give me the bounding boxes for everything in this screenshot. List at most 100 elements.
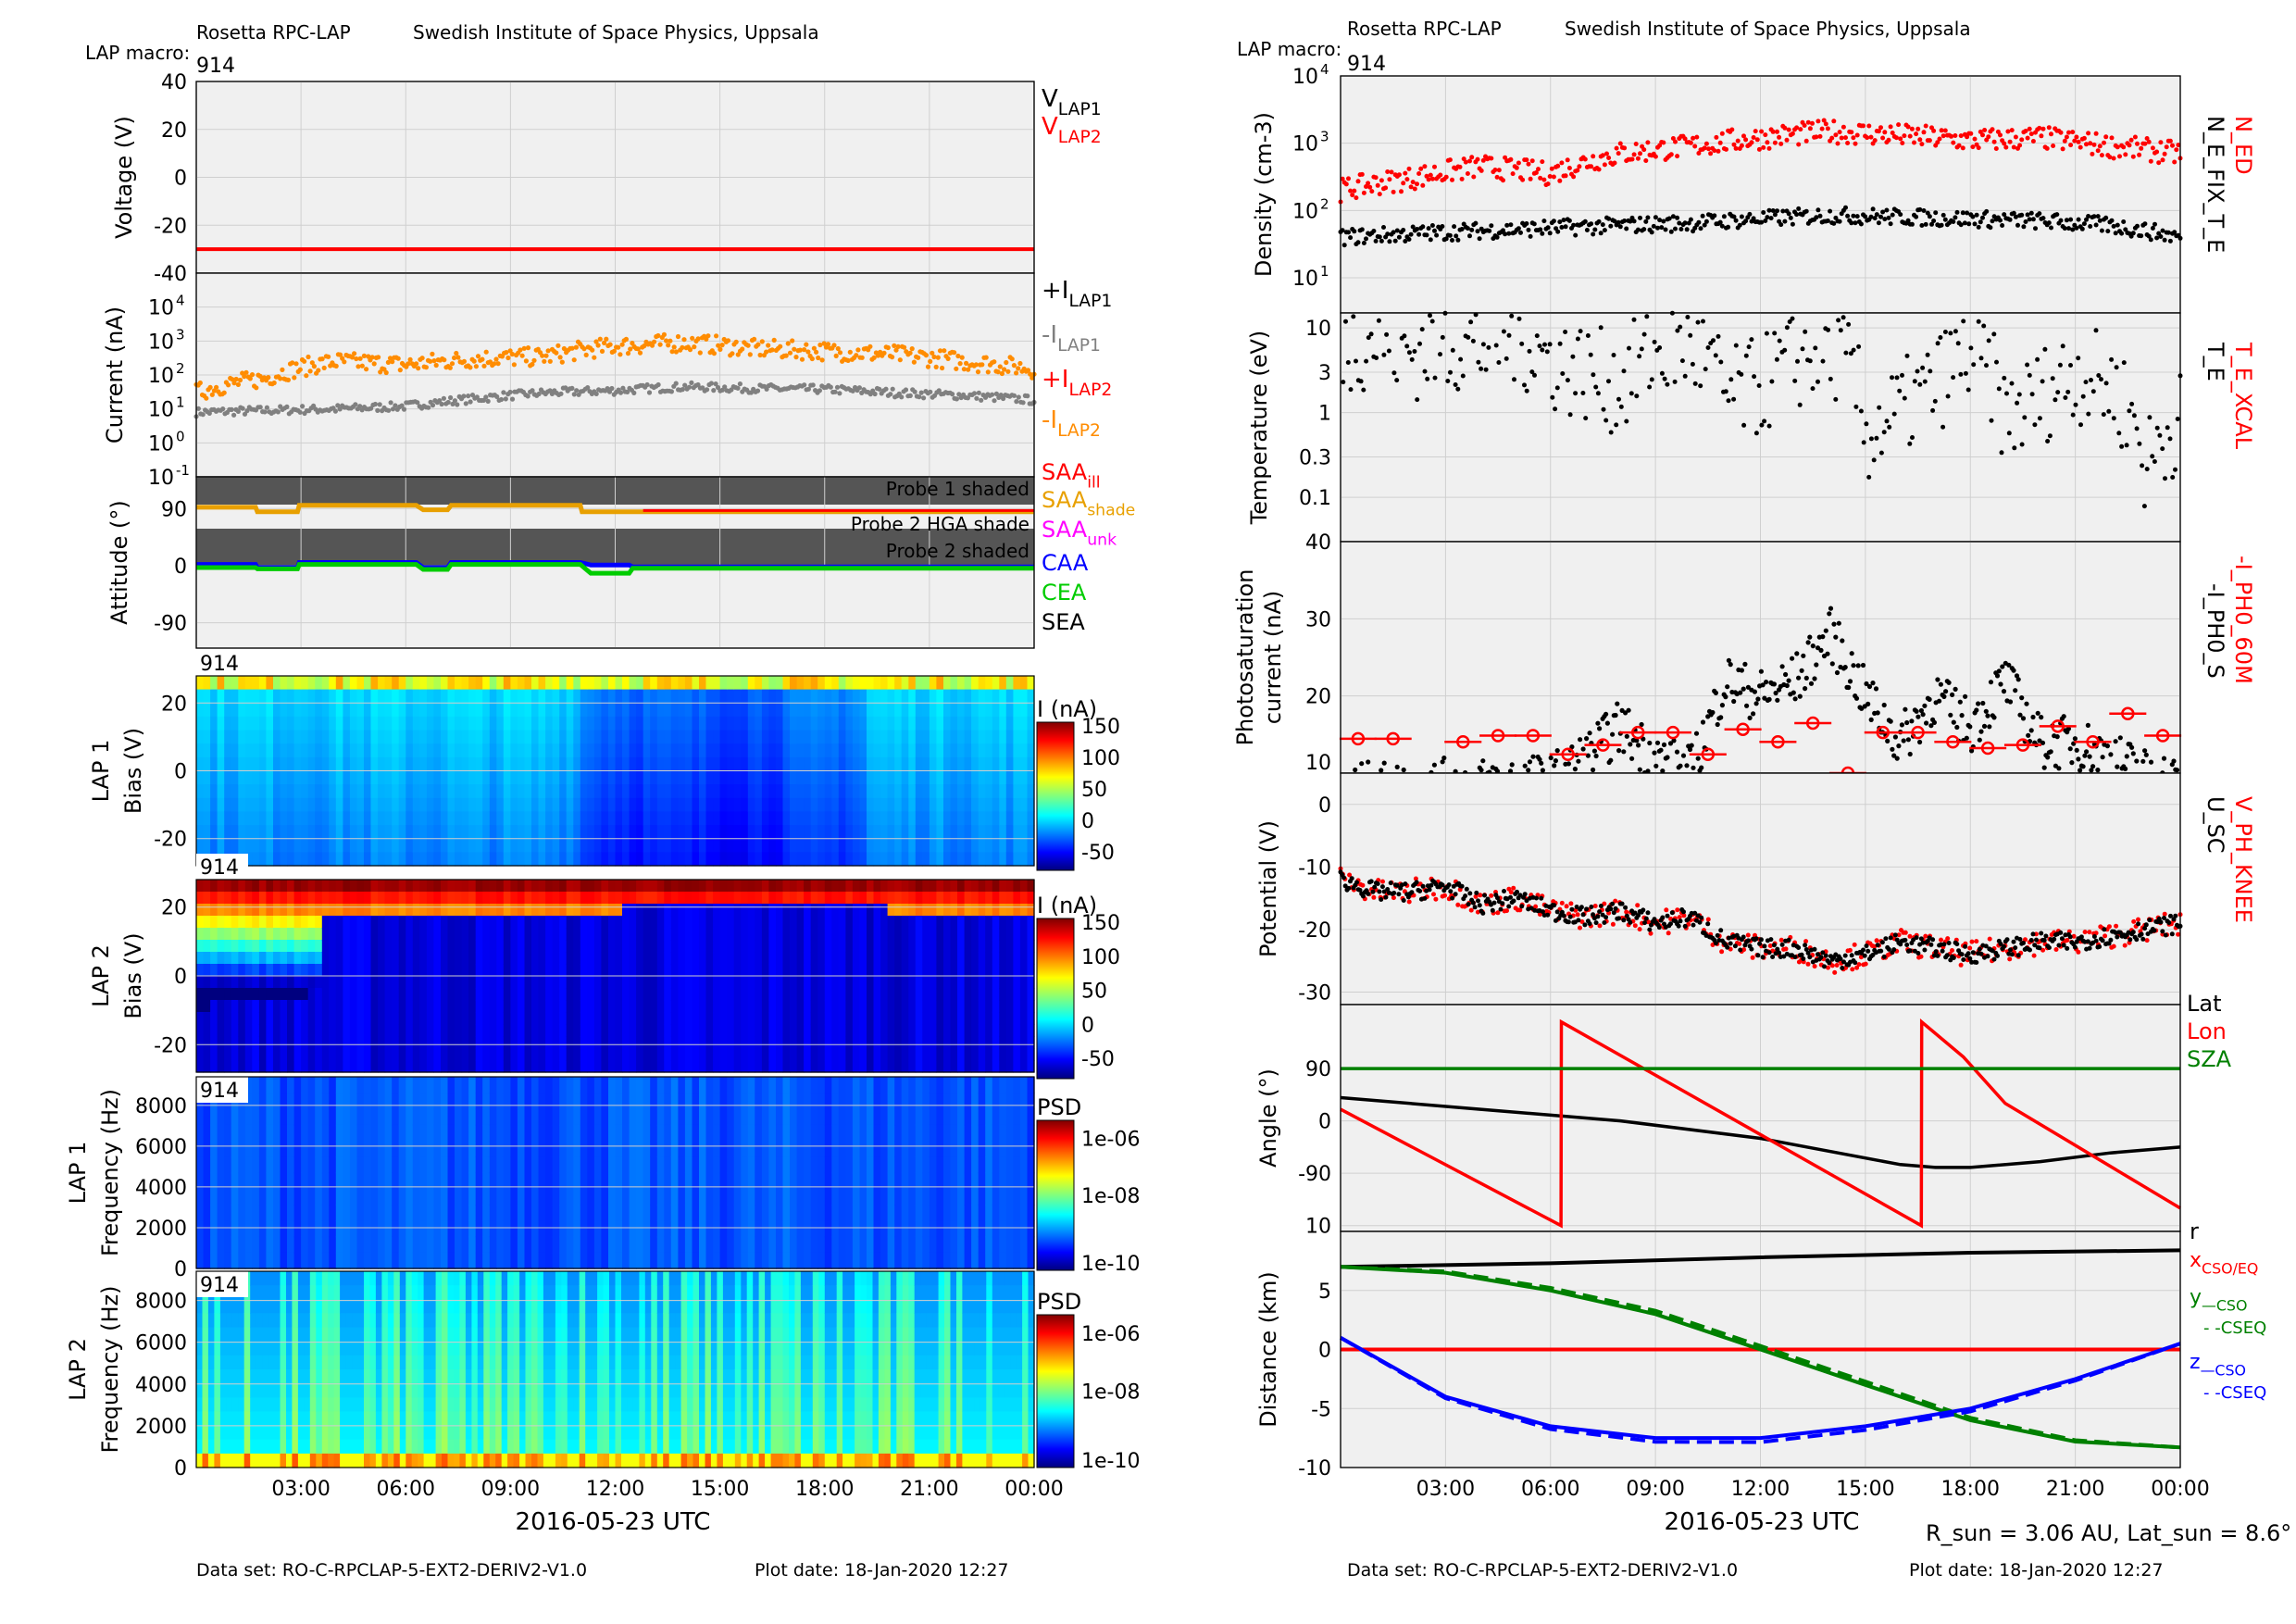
lap2-sweep-cell: [1027, 952, 1035, 965]
lap1-sweep-cell: [510, 770, 518, 785]
current-point--I_LAP1: [377, 402, 382, 407]
lap2-sweep-cell: [873, 1048, 881, 1061]
lap2-sweep-cell: [643, 940, 651, 953]
lap1-sweep-cell: [224, 811, 232, 826]
lap1-psd-cell: [461, 1108, 469, 1126]
lap1-sweep-cell: [573, 689, 581, 704]
lap1-sweep-cell: [370, 784, 379, 799]
current-point--I_LAP2: [407, 356, 413, 362]
lap2-sweep-cell: [957, 1048, 966, 1061]
lap1-sweep-cell: [643, 743, 651, 758]
lap1-sweep-cell: [447, 676, 455, 691]
lap1-sweep-cell: [461, 838, 469, 853]
lap1-sweep-cell: [650, 676, 658, 691]
lap2-sweep-cell: [713, 976, 721, 989]
lap1-sweep-cell: [838, 716, 846, 731]
lap2-sweep-cell: [315, 892, 323, 905]
lap2-sweep-cell: [915, 1048, 923, 1061]
lap1-sweep-cell: [587, 730, 595, 744]
lap2-sweep-cell: [964, 988, 972, 1001]
lap1-sweep-cell: [273, 811, 281, 826]
lap2-sweep-cell: [887, 1036, 895, 1049]
lap1-sweep-cell: [964, 770, 972, 785]
lap2-sweep-cell: [406, 964, 414, 977]
lap2-sweep-cell: [343, 964, 351, 977]
lap1-sweep-cell: [412, 689, 420, 704]
current-point--I_LAP2: [304, 373, 309, 379]
current-point--I_LAP1: [971, 391, 978, 396]
lap2-sweep-cell: [531, 1060, 540, 1073]
current-point--I_LAP2: [992, 359, 997, 365]
lap1-sweep-cell: [741, 703, 749, 718]
lap2-sweep-cell: [217, 892, 225, 905]
lap2-sweep-cell: [203, 964, 211, 977]
lap1-sweep-cell: [845, 797, 854, 812]
lap1-sweep-cell: [936, 784, 944, 799]
lap1-psd-cell: [392, 1108, 400, 1126]
lap2-sweep-cell: [293, 976, 302, 989]
lap2-sweep-cell: [468, 1060, 477, 1073]
lap2-sweep-cell: [426, 892, 434, 905]
lap2-sweep-cell: [244, 916, 253, 929]
lap2-sweep-cell: [266, 1060, 274, 1073]
lap2-sweep-cell: [552, 940, 560, 953]
current-point--I_LAP1: [837, 391, 842, 396]
lap2-sweep-cell: [475, 988, 483, 1001]
lap2-sweep-cell: [608, 916, 617, 929]
current-point--I_LAP1: [620, 385, 626, 391]
lap1-sweep-cell: [804, 770, 812, 785]
lap2-sweep-cell: [796, 976, 805, 989]
lap1-sweep-cell: [761, 730, 769, 744]
lap1-sweep-cell: [266, 852, 274, 867]
lap1-sweep-cell: [593, 784, 602, 799]
lap1-sweep-cell: [943, 743, 952, 758]
lap1-sweep-cell: [761, 784, 769, 799]
lap1-sweep-cell: [524, 730, 532, 744]
lap1-sweep-cell: [699, 756, 707, 772]
lap1-sweep-cell: [217, 770, 225, 785]
lap1-sweep-cell: [838, 838, 846, 853]
lap1-sweep-cell: [643, 730, 651, 744]
lap2-sweep-cell: [776, 880, 784, 893]
lap2-sweep-cell: [678, 1012, 686, 1025]
lap1-sweep-cell: [433, 811, 442, 826]
lap2-sweep-cell: [929, 952, 937, 965]
lap2-sweep-cell: [733, 952, 742, 965]
lap1-sweep-cell: [364, 743, 372, 758]
lap1-sweep-cell: [384, 743, 393, 758]
lap2-sweep-cell: [370, 1000, 379, 1013]
lap2-sweep-cell: [566, 1048, 574, 1061]
lap2-sweep-cell: [503, 928, 511, 941]
lap2-sweep-cell: [656, 880, 665, 893]
lap2-sweep-cell: [266, 1012, 274, 1025]
lap1-sweep-cell: [545, 797, 554, 812]
lap2-sweep-cell: [670, 1036, 679, 1049]
current-point--I_LAP1: [337, 406, 343, 412]
lap1-sweep-cell: [538, 811, 546, 826]
lap1-sweep-cell: [985, 770, 993, 785]
lap1-sweep-cell: [985, 716, 993, 731]
lap1-sweep-cell: [922, 716, 930, 731]
lap2-sweep-cell: [670, 1000, 679, 1013]
lap2-sweep-cell: [755, 916, 763, 929]
current-point--I_LAP2: [895, 344, 901, 349]
current-point--I_LAP2: [642, 344, 647, 349]
current-point--I_LAP2: [311, 364, 317, 369]
lap1-sweep-cell: [524, 689, 532, 704]
lap2-sweep-cell: [971, 1000, 980, 1013]
lap2-sweep-cell: [782, 1048, 791, 1061]
lap1-psd-cell: [384, 1156, 393, 1174]
lap2-sweep-cell: [307, 988, 316, 1001]
lap1-sweep-cell: [475, 797, 483, 812]
lap1-psd-cell: [378, 1077, 386, 1093]
lap1-sweep-cell: [747, 838, 755, 853]
lap1-sweep-cell: [985, 838, 993, 853]
lap1-sweep-cell: [217, 825, 225, 840]
current-point--I_LAP2: [668, 338, 673, 344]
lap1-sweep-cell: [538, 676, 546, 691]
current-point--I_LAP1: [625, 389, 630, 394]
lap1-sweep-cell: [398, 703, 406, 718]
lap2-sweep-cell: [412, 952, 420, 965]
lap1-sweep-cell: [356, 838, 365, 853]
lap1-psd-cell: [307, 1172, 316, 1190]
